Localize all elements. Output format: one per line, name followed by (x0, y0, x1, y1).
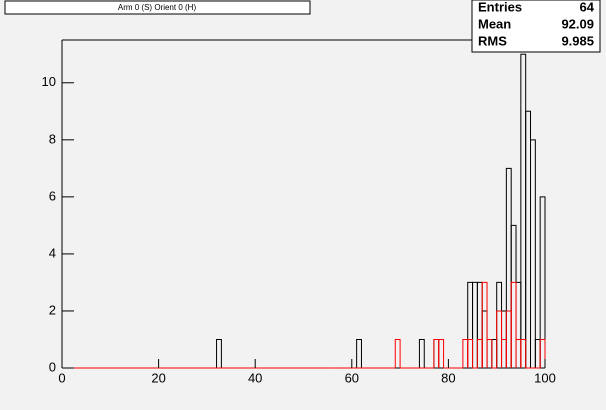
histogram-bin (534, 338, 541, 368)
histogram-bin (496, 281, 503, 368)
histogram-bin (418, 338, 425, 368)
stats-label: RMS (478, 33, 507, 48)
histogram-bin (515, 338, 522, 368)
x-tick-label: 80 (441, 370, 455, 385)
histogram-bin (433, 338, 440, 368)
stats-label: Entries (478, 0, 522, 14)
x-tick-label: 0 (58, 370, 65, 385)
y-tick-label: 4 (49, 245, 56, 260)
x-tick-label: 100 (534, 370, 556, 385)
histogram-bin (496, 310, 503, 368)
y-tick-label: 6 (49, 188, 56, 203)
histogram-bin (481, 310, 488, 368)
histogram-bin (472, 281, 478, 368)
histogram-bin (394, 338, 401, 368)
y-tick-label: 0 (49, 359, 56, 374)
histogram-bin (505, 310, 512, 368)
histogram-bin (510, 224, 517, 368)
x-tick-label: 60 (345, 370, 359, 385)
chart-title: Arm 0 (S) Orient 0 (H) (118, 3, 197, 12)
histogram-bin (486, 338, 493, 368)
histogram-bin (530, 139, 536, 368)
histogram-bin (491, 338, 498, 368)
histogram-bin (216, 338, 222, 368)
histogram-bin (539, 196, 546, 368)
histogram-bin (462, 338, 469, 368)
stats-value: 9.985 (561, 33, 594, 48)
x-tick-label: 20 (151, 370, 165, 385)
histogram-bin (525, 110, 532, 368)
histogram-bin (476, 338, 483, 368)
histogram-bin (356, 338, 362, 368)
histogram-bin (486, 338, 493, 368)
stats-value: 92.09 (561, 16, 594, 31)
histogram-bin (501, 338, 507, 368)
histogram-bin (520, 53, 527, 368)
histogram-bin (481, 281, 488, 368)
stats-box (471, 0, 601, 53)
histogram-bin (476, 281, 483, 368)
title-box (4, 0, 311, 15)
histogram-bin (515, 281, 522, 368)
histogram-bin (467, 338, 474, 368)
histogram-bin (520, 338, 527, 368)
y-tick-label: 10 (42, 74, 56, 89)
histogram-bin (539, 338, 546, 368)
histogram-bin (438, 338, 445, 368)
y-tick-label: 8 (49, 131, 56, 146)
histogram (62, 53, 546, 369)
stats-value: 64 (580, 0, 595, 14)
histogram-bin (467, 281, 474, 368)
stats-label: Mean (478, 16, 511, 31)
histogram-bin (505, 167, 512, 368)
y-tick-label: 2 (49, 302, 56, 317)
histogram-bin (433, 338, 440, 368)
x-tick-label: 40 (248, 370, 262, 385)
histogram-bin (510, 281, 517, 368)
